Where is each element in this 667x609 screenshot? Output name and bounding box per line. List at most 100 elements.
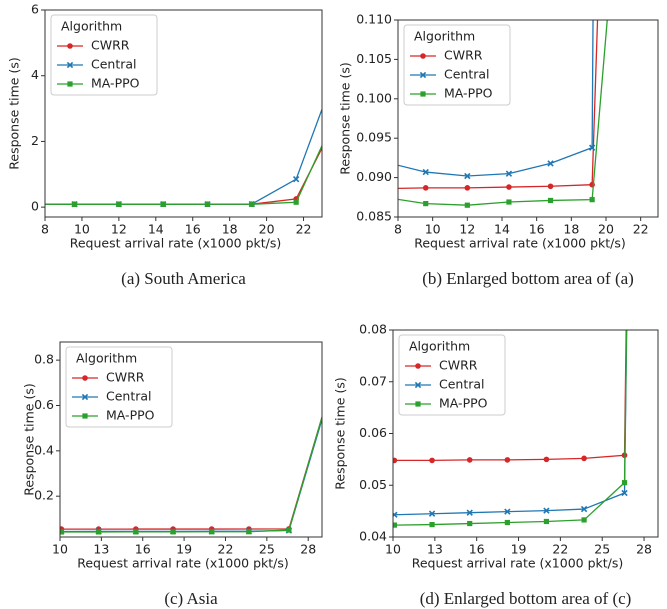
- legend-title: Algorithm: [414, 29, 475, 44]
- x-tick-label: 10: [74, 222, 90, 237]
- legend-label: MA-PPO: [91, 76, 140, 91]
- marker: [504, 508, 511, 515]
- marker: [382, 195, 387, 200]
- x-tick-label: 16: [529, 222, 545, 237]
- caption: (a) South America: [121, 269, 246, 288]
- y-tick-label: 0.04: [359, 529, 387, 544]
- legend-label: MA-PPO: [439, 396, 488, 411]
- marker: [60, 529, 64, 535]
- marker: [504, 457, 511, 463]
- marker: [67, 81, 73, 87]
- y-tick-label: 0: [31, 199, 39, 214]
- marker: [209, 529, 215, 535]
- marker: [393, 522, 397, 528]
- legend-label: Central: [439, 377, 485, 392]
- marker: [543, 456, 550, 463]
- axes-frame: [397, 19, 659, 218]
- marker: [504, 519, 510, 526]
- series-line: [394, 330, 627, 462]
- legend-label: MA-PPO: [106, 408, 155, 423]
- legend-label: CWRR: [444, 48, 483, 63]
- x-tick-label: 13: [93, 542, 109, 557]
- marker: [160, 201, 166, 207]
- marker: [621, 489, 628, 497]
- marker: [323, 400, 329, 406]
- marker: [204, 201, 211, 207]
- marker: [422, 168, 429, 176]
- x-tick-label: 19: [511, 542, 527, 557]
- marker: [133, 529, 139, 535]
- marker: [116, 201, 122, 207]
- x-tick-label: 25: [259, 542, 275, 557]
- x-tick-label: 18: [222, 222, 238, 237]
- legend: Algorithm CWRR Central MA-PPO: [403, 24, 511, 106]
- x-tick-label: 8: [394, 222, 402, 237]
- y-axis-label: Response time (s): [7, 57, 22, 170]
- x-tick-label: 28: [636, 542, 652, 557]
- marker: [324, 401, 329, 406]
- y-tick-label: 0.05: [359, 477, 387, 492]
- legend: Algorithm CWRR Central MA-PPO: [65, 346, 173, 428]
- marker: [422, 185, 429, 191]
- marker: [429, 457, 435, 464]
- marker: [429, 521, 435, 528]
- series-line: [394, 330, 628, 516]
- series-line: [398, 20, 594, 177]
- marker: [466, 509, 473, 516]
- y-tick-label: 0.085: [356, 209, 392, 224]
- legend: Algorithm CWRR Central MA-PPO: [398, 334, 506, 416]
- x-tick-label: 8: [41, 222, 49, 237]
- legend-box: [50, 14, 158, 96]
- marker: [506, 199, 512, 205]
- marker: [66, 61, 74, 69]
- y-tick-label: 0.090: [356, 169, 392, 184]
- marker: [415, 363, 421, 369]
- marker: [589, 197, 595, 203]
- marker: [581, 517, 587, 523]
- legend-label: Central: [91, 57, 137, 72]
- marker: [414, 381, 422, 389]
- marker: [505, 170, 513, 177]
- x-tick-label: 20: [259, 222, 275, 237]
- marker: [420, 91, 426, 97]
- caption: (b) Enlarged bottom area of (a): [422, 269, 634, 288]
- y-tick-label: 0.110: [356, 12, 392, 27]
- x-tick-label: 14: [148, 222, 164, 237]
- marker: [96, 529, 102, 535]
- legend-box: [398, 334, 506, 416]
- x-tick-label: 25: [594, 542, 610, 557]
- legend-label: CWRR: [439, 358, 478, 373]
- marker: [292, 176, 300, 183]
- x-tick-label: 16: [469, 542, 485, 557]
- y-tick-label: 0.07: [359, 373, 387, 388]
- y-tick-label: 0.8: [34, 352, 54, 367]
- marker: [81, 393, 89, 401]
- y-tick-label: 2: [31, 133, 39, 148]
- x-tick-label: 22: [218, 542, 234, 557]
- marker: [249, 201, 255, 207]
- marker: [467, 520, 473, 527]
- marker: [466, 457, 473, 463]
- y-tick-label: 0.6: [34, 397, 54, 412]
- marker: [170, 529, 176, 535]
- y-axis-label: Response time (s): [22, 383, 37, 496]
- marker: [324, 403, 329, 408]
- marker: [464, 185, 471, 191]
- marker: [415, 401, 421, 407]
- y-tick-label: 0.095: [356, 130, 392, 145]
- legend-label: CWRR: [106, 370, 145, 385]
- series-line: [45, 144, 322, 205]
- marker: [547, 183, 554, 190]
- legend-label: Central: [444, 67, 490, 82]
- marker: [393, 457, 398, 464]
- x-tick-label: 10: [425, 222, 441, 237]
- series-line: [45, 146, 322, 205]
- x-axis-label: Request arrival rate (x1000 pkt/s): [70, 236, 282, 251]
- marker: [581, 455, 587, 462]
- plot-area: [60, 400, 329, 535]
- y-axis-label: Response time (s): [338, 62, 353, 175]
- x-tick-label: 19: [176, 542, 192, 557]
- legend-title: Algorithm: [61, 19, 122, 34]
- x-tick-label: 22: [552, 542, 568, 557]
